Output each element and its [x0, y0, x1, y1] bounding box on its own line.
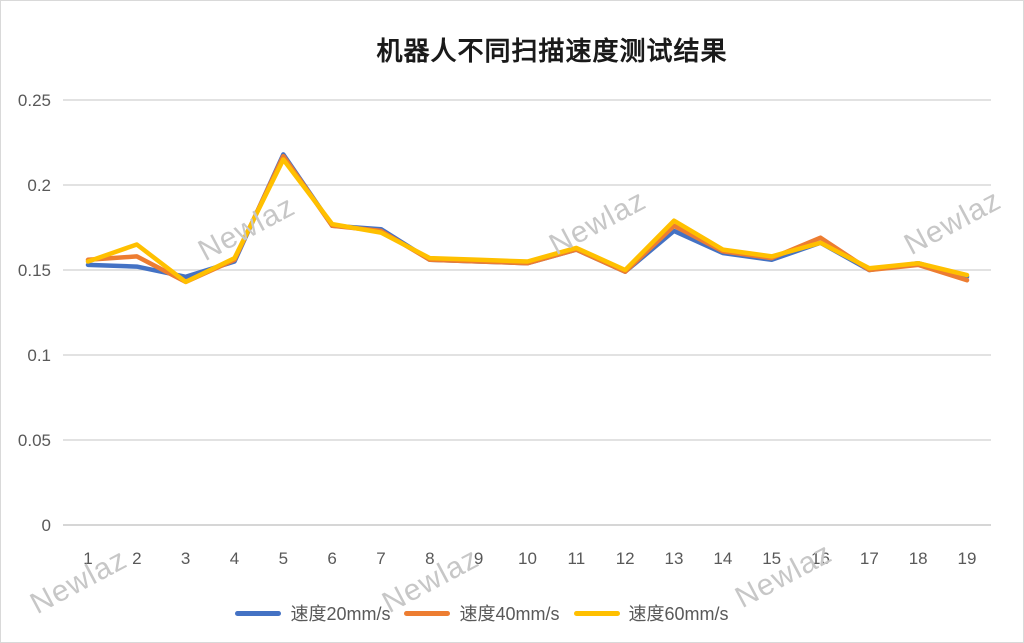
y-tick-label: 0.2: [27, 176, 51, 195]
series-line-速度60mm/s: [85, 157, 970, 285]
x-tick-label: 11: [568, 549, 586, 568]
chart-legend: 速度20mm/s 速度40mm/s 速度60mm/s: [1, 600, 963, 626]
legend-swatch-icon: [573, 610, 620, 616]
x-tick-label: 6: [327, 549, 336, 568]
x-tick-label: 19: [958, 549, 977, 568]
legend-item-速度60mm/s: 速度60mm/s: [573, 600, 729, 626]
x-tick-label: 7: [376, 549, 385, 568]
legend-item-速度40mm/s: 速度40mm/s: [404, 600, 560, 626]
legend-item-速度20mm/s: 速度20mm/s: [235, 600, 390, 626]
y-tick-label: 0.15: [18, 261, 51, 280]
x-tick-label: 16: [811, 549, 830, 568]
legend-swatch-icon: [404, 610, 451, 616]
x-tick-label: 14: [713, 549, 732, 568]
chart-title: 机器人不同扫描速度测试结果: [376, 36, 728, 66]
x-tick-label: 3: [181, 549, 190, 568]
y-tick-label: 0.05: [18, 431, 51, 450]
legend-label: 速度60mm/s: [628, 604, 729, 624]
x-tick-label: 12: [616, 549, 635, 568]
legend-label: 速度40mm/s: [459, 604, 560, 624]
y-tick-label: 0.1: [27, 346, 51, 365]
legend-label: 速度20mm/s: [290, 604, 391, 624]
x-tick-label: 8: [425, 549, 434, 568]
x-tick-label: 1: [83, 549, 92, 568]
x-tick-label: 9: [474, 549, 483, 568]
x-tick-label: 5: [279, 549, 288, 568]
x-tick-label: 17: [860, 549, 879, 568]
y-tick-label: 0.25: [18, 91, 51, 110]
x-tick-label: 4: [230, 549, 239, 568]
x-tick-label: 2: [132, 549, 141, 568]
x-tick-label: 15: [762, 549, 781, 568]
x-tick-label: 13: [665, 549, 684, 568]
legend-swatch-icon: [235, 610, 282, 616]
y-tick-label: 0: [42, 516, 51, 535]
x-tick-label: 10: [518, 549, 537, 568]
series-line-速度20mm/s: [85, 152, 970, 280]
x-tick-label: 18: [909, 549, 928, 568]
